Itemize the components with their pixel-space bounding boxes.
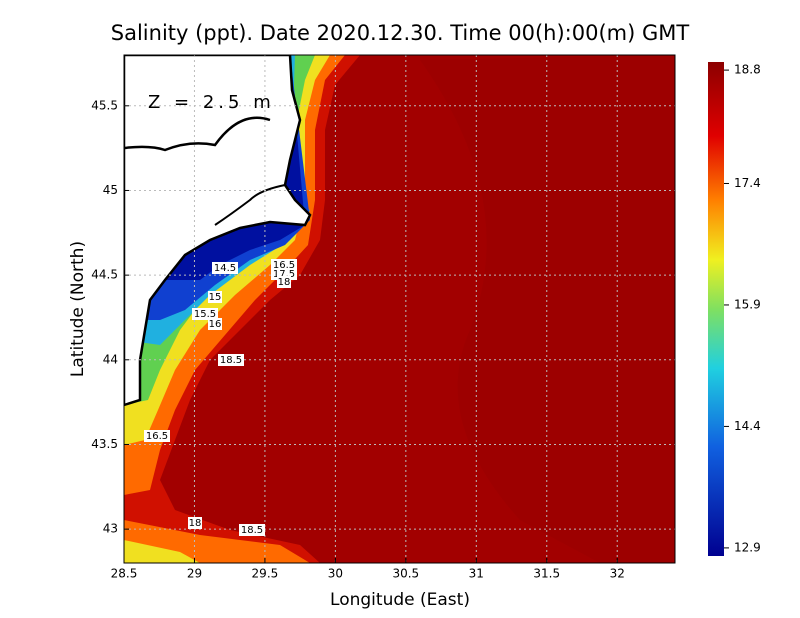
contour-label: 18.5 [218,354,244,366]
colorbar-label: 12.9 [734,540,761,554]
contour-label-text: 18 [189,518,202,529]
colorbar-label: 17.4 [734,176,761,190]
chart-title: Salinity (ppt). Date 2020.12.30. Time 00… [111,21,690,45]
contour-label-box [208,318,222,330]
colorbar-label: 14.4 [734,419,761,433]
field-shade [420,55,675,563]
border [124,116,271,152]
contour-label-text: 18.5 [220,355,242,366]
y-tick-label: 43 [103,522,118,536]
contour-label-text: 18 [278,277,291,288]
contour-label: 15 [208,291,222,303]
contour-label-text: 16 [209,319,222,330]
colorbar-label: 18.8 [734,63,761,77]
contour-label-box [277,276,291,288]
x-tick-label: 28.5 [111,567,138,581]
colorbar-label: 15.9 [734,297,761,311]
contour-label: 14.5 [212,262,238,274]
x-tick-label: 31 [469,567,484,581]
y-tick-label: 45 [103,183,118,197]
contour-label-text: 15.5 [194,309,216,320]
contour-label-box [239,524,265,536]
contour-label-text: 18.5 [241,525,263,536]
contour-label: 18.5 [239,524,265,536]
contour-label-text: 14.5 [214,263,236,274]
x-tick-label: 32 [610,567,625,581]
y-tick-label: 44.5 [91,268,118,282]
contour-label-box [144,430,170,442]
x-tick-label: 30.5 [392,567,419,581]
contour-label-text: 16.5 [146,431,168,442]
y-tick-label: 44 [103,352,118,366]
depth-annotation: Z = 2.5 m [148,92,275,113]
x-tick-label: 31.5 [533,567,560,581]
y-axis-label: Latitude (North) [68,241,88,377]
contour-label-box [192,308,218,320]
x-axis-label: Longitude (East) [330,590,470,610]
x-tick-label: 29.5 [252,567,279,581]
contour-label: 18 [277,276,291,288]
coast-detail [214,184,286,226]
band [124,540,200,563]
contour-label-text: 17.5 [273,269,295,280]
x-tick-label: 30 [328,567,343,581]
contour-label: 18 [188,517,202,529]
colorbar [708,62,724,556]
field [124,55,675,563]
contour-label: 16 [208,318,222,330]
contour-label-box [212,262,238,274]
contour-label: 16.5 [144,430,170,442]
plot-frame [123,54,676,564]
x-tick-label: 29 [187,567,202,581]
y-tick-label: 45.5 [91,98,118,112]
y-tick-label: 43.5 [91,437,118,451]
contour-label-box [208,291,222,303]
contour-label-box [188,517,202,529]
contour-label-box [218,354,244,366]
land [124,55,312,407]
contour-label: 15.5 [192,308,218,320]
contour-label-text: 16.5 [273,260,295,271]
contour-label-text: 15 [209,292,222,303]
